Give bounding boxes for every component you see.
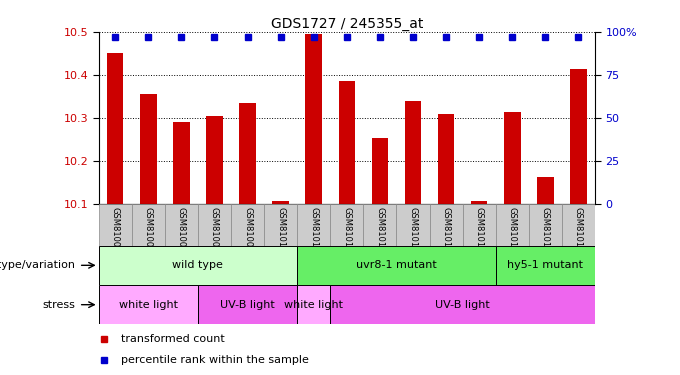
Bar	[571, 69, 587, 204]
Bar	[330, 204, 363, 246]
Bar	[430, 204, 462, 246]
Text: transformed count: transformed count	[121, 334, 224, 344]
Text: UV-B light: UV-B light	[435, 300, 490, 310]
Title: GDS1727 / 245355_at: GDS1727 / 245355_at	[271, 17, 423, 31]
Bar	[239, 103, 256, 204]
Bar	[297, 246, 496, 285]
Bar	[198, 285, 297, 324]
Bar	[504, 112, 521, 204]
Bar	[496, 204, 529, 246]
Bar	[371, 138, 388, 204]
Bar	[339, 81, 355, 204]
Bar	[173, 122, 190, 204]
Bar	[140, 94, 156, 204]
Text: hy5-1 mutant: hy5-1 mutant	[507, 260, 583, 270]
Text: GSM81013: GSM81013	[375, 207, 384, 253]
Bar	[297, 204, 330, 246]
Bar	[206, 116, 222, 204]
Bar	[496, 246, 595, 285]
Bar	[537, 177, 554, 204]
Bar	[471, 201, 488, 204]
Bar	[264, 204, 297, 246]
Bar	[99, 246, 297, 285]
Text: GSM81006: GSM81006	[143, 207, 153, 253]
Text: GSM81017: GSM81017	[508, 207, 517, 253]
Bar	[132, 204, 165, 246]
Bar	[165, 204, 198, 246]
Bar	[330, 285, 595, 324]
Bar	[462, 204, 496, 246]
Text: GSM81008: GSM81008	[210, 207, 219, 253]
Text: stress: stress	[43, 300, 75, 310]
Text: GSM81011: GSM81011	[309, 207, 318, 253]
Text: wild type: wild type	[173, 260, 223, 270]
Bar	[231, 204, 264, 246]
Bar	[363, 204, 396, 246]
Bar	[297, 285, 330, 324]
Text: percentile rank within the sample: percentile rank within the sample	[121, 355, 309, 365]
Text: GSM81018: GSM81018	[541, 207, 550, 253]
Bar	[405, 101, 421, 204]
Text: GSM81005: GSM81005	[111, 207, 120, 253]
Text: white light: white light	[119, 300, 177, 310]
Bar	[272, 201, 289, 204]
Text: UV-B light: UV-B light	[220, 300, 275, 310]
Text: GSM81014: GSM81014	[409, 207, 418, 253]
Bar	[198, 204, 231, 246]
Bar	[305, 34, 322, 204]
Bar	[529, 204, 562, 246]
Text: GSM81012: GSM81012	[342, 207, 352, 253]
Bar	[99, 285, 198, 324]
Bar	[562, 204, 595, 246]
Text: GSM81015: GSM81015	[441, 207, 451, 253]
Bar	[438, 114, 454, 204]
Bar	[396, 204, 430, 246]
Text: GSM81009: GSM81009	[243, 207, 252, 253]
Bar	[99, 204, 132, 246]
Text: uvr8-1 mutant: uvr8-1 mutant	[356, 260, 437, 270]
Text: white light: white light	[284, 300, 343, 310]
Text: GSM81016: GSM81016	[475, 207, 483, 253]
Text: GSM81007: GSM81007	[177, 207, 186, 253]
Text: GSM81010: GSM81010	[276, 207, 285, 253]
Bar	[107, 53, 124, 204]
Text: genotype/variation: genotype/variation	[0, 260, 75, 270]
Text: GSM81019: GSM81019	[574, 207, 583, 253]
